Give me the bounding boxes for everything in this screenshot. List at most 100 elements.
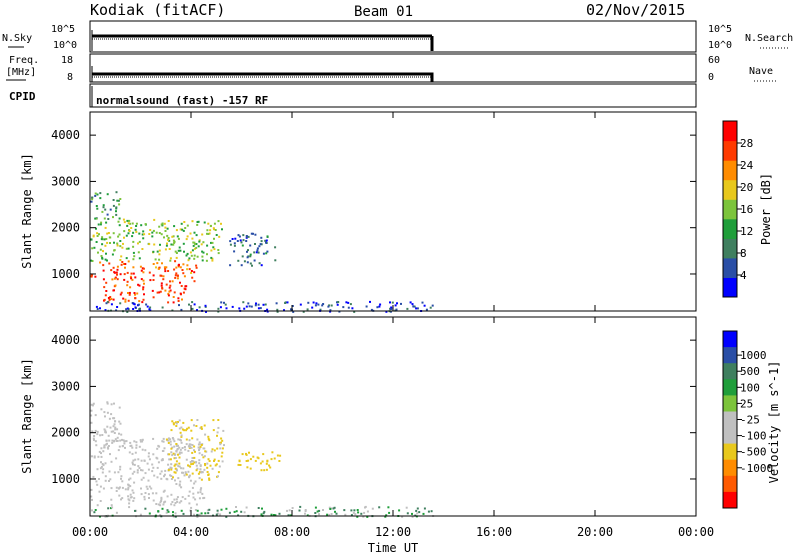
data-cell: [165, 266, 168, 269]
velocity-y-axis: 1000 2000 3000 4000: [51, 333, 696, 486]
data-cell: [102, 204, 105, 207]
data-cell: [350, 514, 353, 517]
data-cell: [106, 193, 109, 196]
data-cell: [200, 426, 203, 429]
velocity-colorbar-tick-label: 25: [740, 397, 753, 410]
data-cell: [167, 442, 170, 444]
data-cell: [172, 243, 175, 246]
data-cell: [224, 303, 227, 306]
data-cell: [136, 292, 139, 295]
x-tick-label: 16:00: [476, 525, 512, 539]
data-cell: [118, 406, 121, 409]
data-cell: [256, 249, 259, 252]
data-cell: [199, 488, 202, 491]
data-cell: [146, 305, 149, 308]
data-cell: [353, 509, 356, 512]
data-cell: [193, 461, 196, 464]
data-cell: [156, 457, 159, 460]
data-cell: [115, 213, 118, 216]
data-cell: [115, 440, 118, 442]
data-cell: [175, 252, 178, 254]
data-cell: [124, 300, 127, 303]
data-cell: [184, 472, 187, 475]
data-cell: [96, 504, 99, 507]
data-cell: [304, 510, 307, 512]
velocity-colorbar-cell: [723, 395, 737, 412]
data-cell: [178, 304, 180, 307]
data-cell: [166, 227, 169, 230]
data-cell: [115, 207, 118, 210]
data-cell: [249, 255, 252, 258]
data-cell: [108, 439, 111, 442]
data-cell: [178, 427, 181, 430]
y-tick-label: 4000: [51, 128, 80, 142]
data-cell: [106, 241, 109, 244]
data-cell: [425, 308, 428, 311]
data-cell: [117, 220, 120, 223]
data-cell: [148, 485, 151, 488]
data-cell: [263, 510, 266, 513]
data-cell: [110, 303, 113, 306]
power-colorbar-tick-label: 8: [740, 247, 747, 260]
data-cell: [90, 495, 93, 498]
data-cell: [218, 465, 221, 468]
velocity-colorbar-cell: [723, 363, 737, 380]
data-cell: [338, 310, 341, 313]
data-cell: [100, 461, 102, 464]
data-cell: [117, 449, 120, 452]
data-cell: [176, 469, 178, 472]
data-cell: [317, 303, 320, 306]
data-cell: [237, 259, 240, 262]
data-cell: [217, 426, 220, 429]
data-cell: [116, 265, 119, 268]
data-cell: [387, 506, 390, 509]
data-cell: [167, 453, 170, 456]
data-cell: [275, 302, 278, 305]
data-cell: [391, 301, 394, 304]
power-colorbar-cell: [723, 160, 737, 181]
data-cell: [110, 430, 113, 433]
data-cell: [167, 292, 170, 295]
data-cell: [206, 229, 209, 232]
data-cell: [130, 227, 133, 229]
data-cell: [276, 454, 279, 457]
data-cell: [266, 308, 269, 311]
data-cell: [217, 471, 220, 474]
data-cell: [328, 513, 331, 516]
data-cell: [178, 263, 180, 266]
data-cell: [249, 262, 252, 265]
data-cell: [189, 232, 192, 235]
data-cell: [188, 475, 191, 478]
data-cell: [162, 449, 165, 452]
data-cell: [237, 234, 240, 237]
data-cell: [115, 206, 118, 209]
data-cell: [206, 244, 209, 247]
data-cell: [198, 240, 201, 243]
data-cell: [141, 301, 144, 304]
data-cell: [249, 253, 252, 256]
data-cell: [161, 440, 164, 443]
data-cell: [423, 507, 426, 510]
data-cell: [152, 453, 155, 456]
data-cell: [142, 298, 145, 301]
data-cell: [103, 411, 106, 414]
data-cell: [142, 237, 145, 240]
data-cell: [119, 439, 122, 442]
data-cell: [185, 458, 188, 461]
data-cell: [190, 419, 193, 422]
data-cell: [291, 507, 294, 509]
data-cell: [396, 302, 398, 305]
data-cell: [178, 462, 181, 465]
data-cell: [327, 305, 330, 308]
data-cell: [385, 310, 388, 313]
data-cell: [152, 499, 155, 502]
data-cell: [127, 260, 130, 263]
velocity-colorbar-label: Velocity [m s^-1]: [767, 361, 781, 484]
data-cell: [201, 259, 204, 262]
data-cell: [135, 225, 138, 227]
data-cell: [128, 291, 131, 294]
data-cell: [400, 302, 402, 305]
data-cell: [204, 304, 207, 307]
data-cell: [167, 220, 170, 222]
data-cell: [108, 480, 110, 482]
